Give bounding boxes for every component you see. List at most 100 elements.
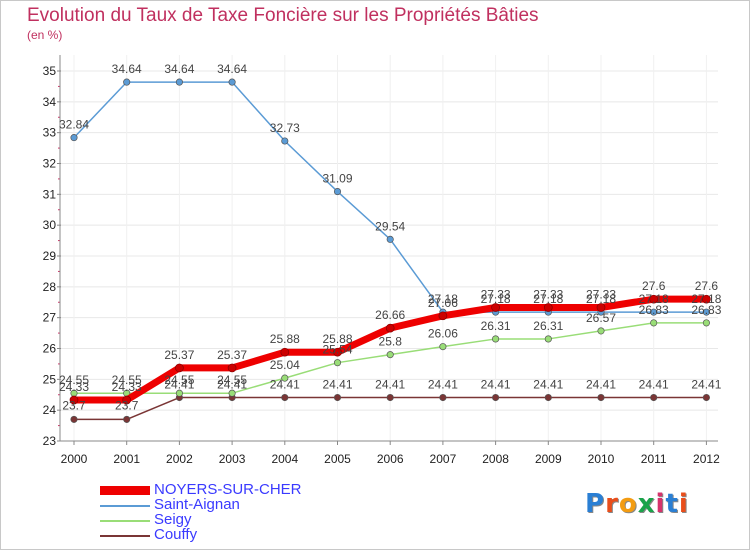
- proxiti-logo: Proxiti: [585, 489, 689, 519]
- data-label: 26.83: [639, 303, 669, 317]
- data-label: 24.55: [164, 373, 194, 387]
- data-point: [281, 137, 289, 145]
- data-label: 24.41: [322, 378, 352, 392]
- logo-letter: x: [637, 489, 656, 519]
- x-tick-label: 2011: [641, 452, 667, 466]
- y-tick-label: 30: [43, 218, 57, 232]
- y-tick-label: 31: [43, 187, 57, 201]
- chart-title: Evolution du Taux de Taxe Foncière sur l…: [27, 5, 539, 26]
- data-point: [544, 335, 552, 343]
- data-label: 25.8: [379, 335, 403, 349]
- x-tick-label: 2004: [271, 452, 298, 466]
- logo-letter: r: [605, 489, 619, 519]
- data-label: 34.64: [164, 62, 194, 76]
- data-point: [227, 363, 237, 373]
- data-point: [385, 323, 395, 333]
- data-point: [333, 188, 342, 196]
- data-point: [439, 343, 447, 351]
- data-point: [544, 393, 552, 402]
- data-label: 26.31: [481, 319, 511, 333]
- data-label: 24.33: [59, 380, 89, 394]
- data-point: [491, 303, 500, 312]
- data-point: [70, 415, 78, 423]
- data-point: [492, 335, 500, 343]
- data-point: [281, 393, 289, 402]
- data-point: [123, 415, 131, 423]
- data-label: 34.64: [217, 62, 247, 76]
- data-point: [492, 393, 500, 402]
- data-point: [333, 393, 342, 402]
- data-point: [280, 347, 290, 357]
- y-tick-label: 34: [43, 95, 57, 109]
- data-label: 27.33: [586, 287, 616, 301]
- data-label: 24.55: [217, 373, 247, 387]
- data-label: 32.84: [59, 118, 89, 132]
- data-label: 24.41: [164, 378, 194, 392]
- data-point: [650, 308, 658, 316]
- data-label: 27.6: [695, 279, 719, 293]
- data-point: [543, 303, 553, 312]
- data-point: [175, 363, 184, 373]
- legend-swatch: [100, 520, 150, 522]
- data-label: 24.41: [481, 378, 511, 392]
- data-label: 24.41: [586, 378, 616, 392]
- y-tick-label: 25: [43, 372, 57, 386]
- x-tick-label: 2002: [166, 452, 193, 466]
- x-tick-label: 2003: [219, 452, 246, 466]
- data-label: 25.88: [270, 332, 300, 346]
- data-label: 24.33: [112, 380, 142, 394]
- axes: [57, 55, 718, 445]
- data-label: 26.66: [375, 308, 405, 322]
- data-point: [70, 134, 78, 142]
- data-point: [122, 395, 132, 405]
- legend-swatch: [100, 535, 150, 537]
- legend-label: Saint-Aignan: [154, 496, 240, 513]
- data-label: 26.83: [691, 303, 721, 317]
- data-point: [386, 351, 394, 359]
- data-point: [175, 78, 183, 86]
- y-tick-label: 33: [43, 126, 57, 140]
- data-label: 24.41: [533, 378, 563, 392]
- data-point: [597, 393, 605, 402]
- data-label: 24.41: [691, 378, 721, 392]
- data-label: 27.18: [639, 292, 669, 306]
- logo-letter: P: [585, 489, 606, 519]
- data-label: 32.73: [270, 121, 300, 135]
- data-label: 27.6: [642, 279, 666, 293]
- data-point: [597, 327, 605, 335]
- logo-letter: i: [678, 489, 689, 519]
- data-point: [333, 347, 342, 357]
- data-label: 26.06: [428, 327, 458, 341]
- data-label: 24.55: [59, 373, 89, 387]
- logo-letter: i: [655, 489, 666, 519]
- y-tick-label: 27: [43, 311, 57, 325]
- data-label: 25.37: [164, 348, 194, 362]
- data-point: [228, 78, 236, 86]
- data-label: 23.7: [115, 398, 139, 412]
- grid: [60, 55, 718, 442]
- data-label: 24.55: [112, 373, 142, 387]
- data-point: [649, 294, 659, 304]
- x-tick-label: 2009: [535, 452, 562, 466]
- data-label: 25.88: [322, 332, 352, 346]
- data-label: 24.41: [270, 378, 300, 392]
- y-tick-label: 35: [43, 64, 57, 78]
- x-tick-label: 2001: [113, 452, 140, 466]
- data-point: [596, 303, 606, 312]
- data-label: 29.54: [375, 219, 405, 233]
- data-point: [175, 389, 183, 397]
- data-point: [702, 319, 710, 327]
- x-tick-label: 2010: [588, 452, 615, 466]
- data-point: [333, 359, 342, 367]
- data-point: [702, 393, 710, 402]
- x-tick-label: 2005: [324, 452, 351, 466]
- x-tick-label: 2007: [430, 452, 457, 466]
- data-label: 26.57: [586, 311, 616, 325]
- data-label: 27.18: [586, 292, 616, 306]
- y-tick-labels: 23 24 25 26 27 28 29 30 31 32 33 34 35: [43, 64, 57, 448]
- x-tick-labels: 2000 2001 2002 2003 2004 2005 2006 2007 2008 2009…: [61, 452, 720, 466]
- data-label: 31.09: [322, 172, 352, 186]
- legend-swatch: [100, 486, 150, 495]
- y-tick-label: 23: [43, 434, 57, 448]
